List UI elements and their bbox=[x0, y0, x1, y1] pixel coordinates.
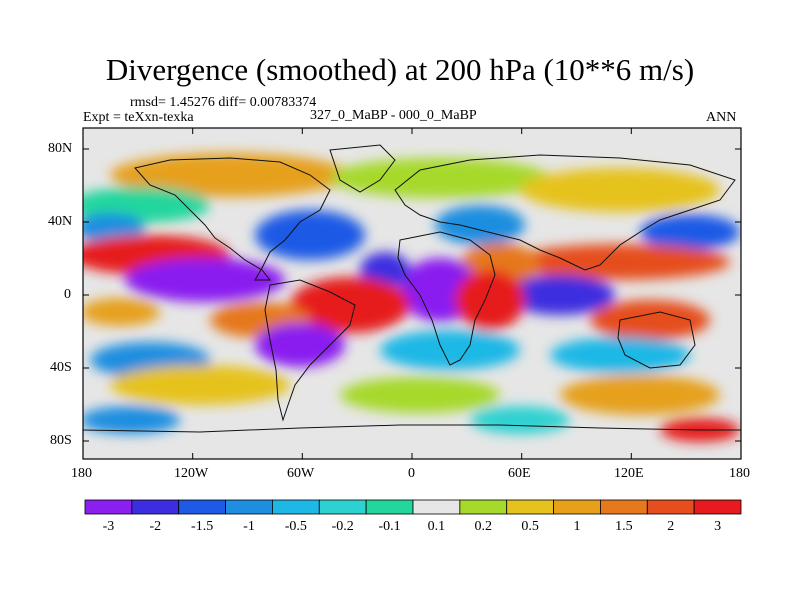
colorbar-label: 0.2 bbox=[474, 519, 493, 534]
colorbar-box bbox=[84, 499, 133, 515]
colorbar-box bbox=[553, 499, 601, 515]
lon-tick-marks bbox=[82, 128, 742, 459]
continent-outlines bbox=[83, 144, 741, 433]
lon-label-120w: 120W bbox=[174, 466, 209, 481]
colorbar-box bbox=[412, 499, 461, 515]
colorbar-box bbox=[459, 499, 508, 515]
lon-label-0: 0 bbox=[408, 466, 415, 481]
colorbar-box bbox=[318, 499, 367, 515]
colorbar-box bbox=[178, 499, 226, 515]
colorbar-label: -0.5 bbox=[284, 519, 307, 534]
greenland-outline bbox=[329, 144, 396, 193]
lon-label-180w: 180 bbox=[71, 466, 92, 481]
colorbar-box bbox=[272, 499, 320, 515]
lat-tick-marks bbox=[83, 148, 741, 442]
colorbar-label: 1 bbox=[573, 519, 581, 534]
lat-label-0: 0 bbox=[64, 287, 71, 302]
colorbar-label: -3 bbox=[102, 519, 115, 534]
colorbar-label: -0.2 bbox=[331, 519, 354, 534]
colorbar-box bbox=[225, 499, 273, 515]
lat-label-80n: 80N bbox=[48, 141, 73, 156]
lat-label-80s: 80S bbox=[50, 433, 72, 448]
north-america-outline bbox=[134, 157, 331, 281]
colorbar-label: -0.1 bbox=[378, 519, 401, 534]
eurasia-outline bbox=[394, 154, 736, 271]
rmsd-diff-stats: rmsd= 1.45276 diff= 0.00783374 bbox=[130, 95, 317, 110]
season-label: ANN bbox=[706, 110, 737, 125]
colorbar-label: -1.5 bbox=[191, 519, 214, 534]
antarctica-outline bbox=[83, 424, 741, 433]
africa-outline bbox=[397, 231, 496, 366]
colorbar-label: -2 bbox=[149, 519, 162, 534]
lon-label-120e: 120E bbox=[614, 466, 644, 481]
colorbar-label: -1 bbox=[243, 519, 255, 534]
colorbar-label: 2 bbox=[667, 519, 675, 534]
colorbar bbox=[84, 499, 742, 515]
lon-label-60w: 60W bbox=[287, 466, 315, 481]
colorbar-box bbox=[693, 499, 742, 515]
lat-label-40s: 40S bbox=[50, 360, 72, 375]
colorbar-box bbox=[506, 499, 554, 515]
lon-label-60e: 60E bbox=[508, 466, 531, 481]
lon-label-180e: 180 bbox=[729, 466, 750, 481]
colorbar-label: 0.1 bbox=[427, 519, 446, 534]
map-title: Divergence (smoothed) at 200 hPa (10**6 … bbox=[105, 52, 695, 87]
lat-label-40n: 40N bbox=[48, 214, 73, 229]
colorbar-box bbox=[131, 499, 180, 515]
colorbar-label: 0.5 bbox=[521, 519, 539, 534]
south-america-outline bbox=[264, 279, 356, 422]
divergence-field bbox=[83, 128, 741, 459]
australia-outline bbox=[617, 311, 696, 369]
colorbar-label: 1.5 bbox=[615, 519, 633, 534]
colorbar-box bbox=[600, 499, 648, 515]
colorbar-label: 3 bbox=[714, 519, 722, 534]
colorbar-box bbox=[365, 499, 414, 515]
comparison-label: 327_0_MaBP - 000_0_MaBP bbox=[310, 108, 477, 123]
colorbar-box bbox=[646, 499, 695, 515]
experiment-label: Expt = teXxn-texka bbox=[83, 110, 194, 125]
